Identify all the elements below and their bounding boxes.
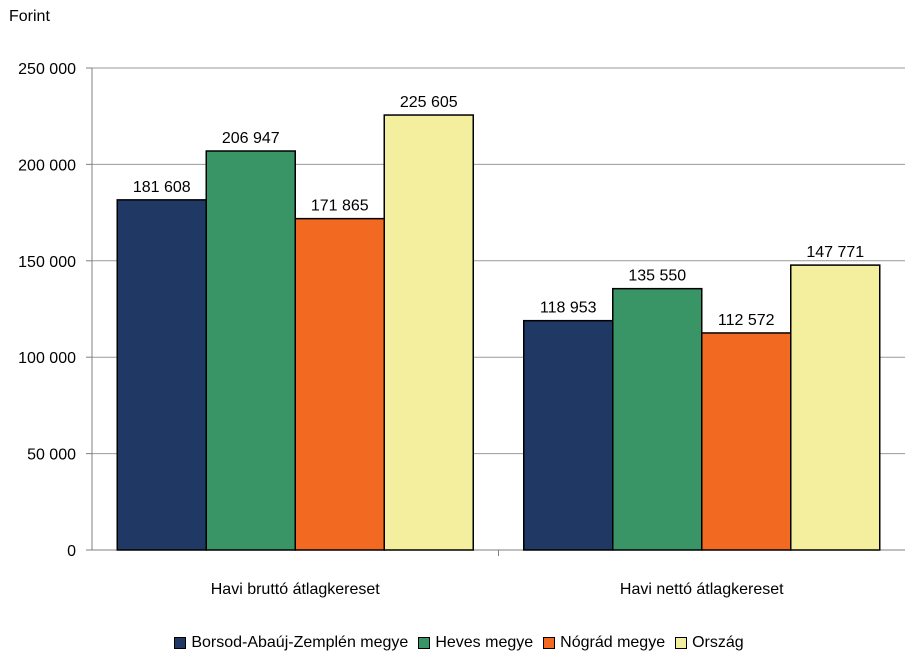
legend-item-orszag: Ország [675, 634, 744, 652]
legend-item-borsod: Borsod-Abaúj-Zemplén megye [174, 634, 408, 652]
legend-item-nograd: Nógrád megye [543, 634, 665, 652]
data-label-0-1: 118 953 [540, 300, 597, 317]
y-tick-label-1: 50 000 [27, 447, 76, 464]
legend-swatch-heves [418, 637, 431, 649]
x-category-label-0: Havi bruttó átlagkereset [211, 581, 381, 598]
bar-0-1 [523, 319, 614, 551]
legend-item-heves: Heves megye [418, 634, 533, 652]
bar-2-0 [294, 217, 385, 551]
data-label-1-0: 206 947 [222, 130, 280, 147]
data-label-2-0: 171 865 [311, 198, 369, 215]
bar-chart: 0 50 000 100 000 150 000 200 000 250 000 181 6… [18, 61, 905, 598]
data-label-2-1: 112 572 [718, 312, 775, 329]
x-category-label-1: Havi nettó átlagkereset [620, 581, 784, 598]
legend-label-heves: Heves megye [435, 634, 534, 651]
y-tick-label-0: 0 [67, 543, 76, 560]
data-label-1-1: 135 550 [628, 268, 686, 285]
legend-swatch-nograd [543, 637, 556, 649]
bar-0-0 [116, 199, 207, 551]
legend-label-nograd: Nógrád megye [560, 634, 666, 651]
bar-2-1 [701, 332, 792, 551]
data-label-3-1: 147 771 [806, 244, 864, 261]
bar-1-1 [612, 287, 703, 551]
y-tick-label-4: 200 000 [18, 157, 76, 174]
legend-swatch-orszag [675, 637, 688, 649]
legend-label-borsod: Borsod-Abaúj-Zemplén megye [191, 634, 409, 651]
legend-label-orszag: Ország [692, 634, 744, 651]
y-tick-label-5: 250 000 [18, 61, 76, 78]
bar-3-1 [790, 264, 881, 551]
bar-3-0 [383, 114, 474, 551]
data-label-3-0: 225 605 [400, 94, 458, 111]
y-tick-label-2: 100 000 [18, 350, 76, 367]
chart-legend: Borsod-Abaúj-Zemplén megye Heves megye N… [0, 634, 918, 652]
y-axis-unit-label: Forint [9, 8, 50, 25]
bar-1-0 [205, 150, 296, 551]
legend-swatch-borsod [174, 637, 187, 649]
data-label-0-0: 181 608 [133, 179, 191, 196]
y-tick-label-3: 150 000 [18, 254, 76, 271]
